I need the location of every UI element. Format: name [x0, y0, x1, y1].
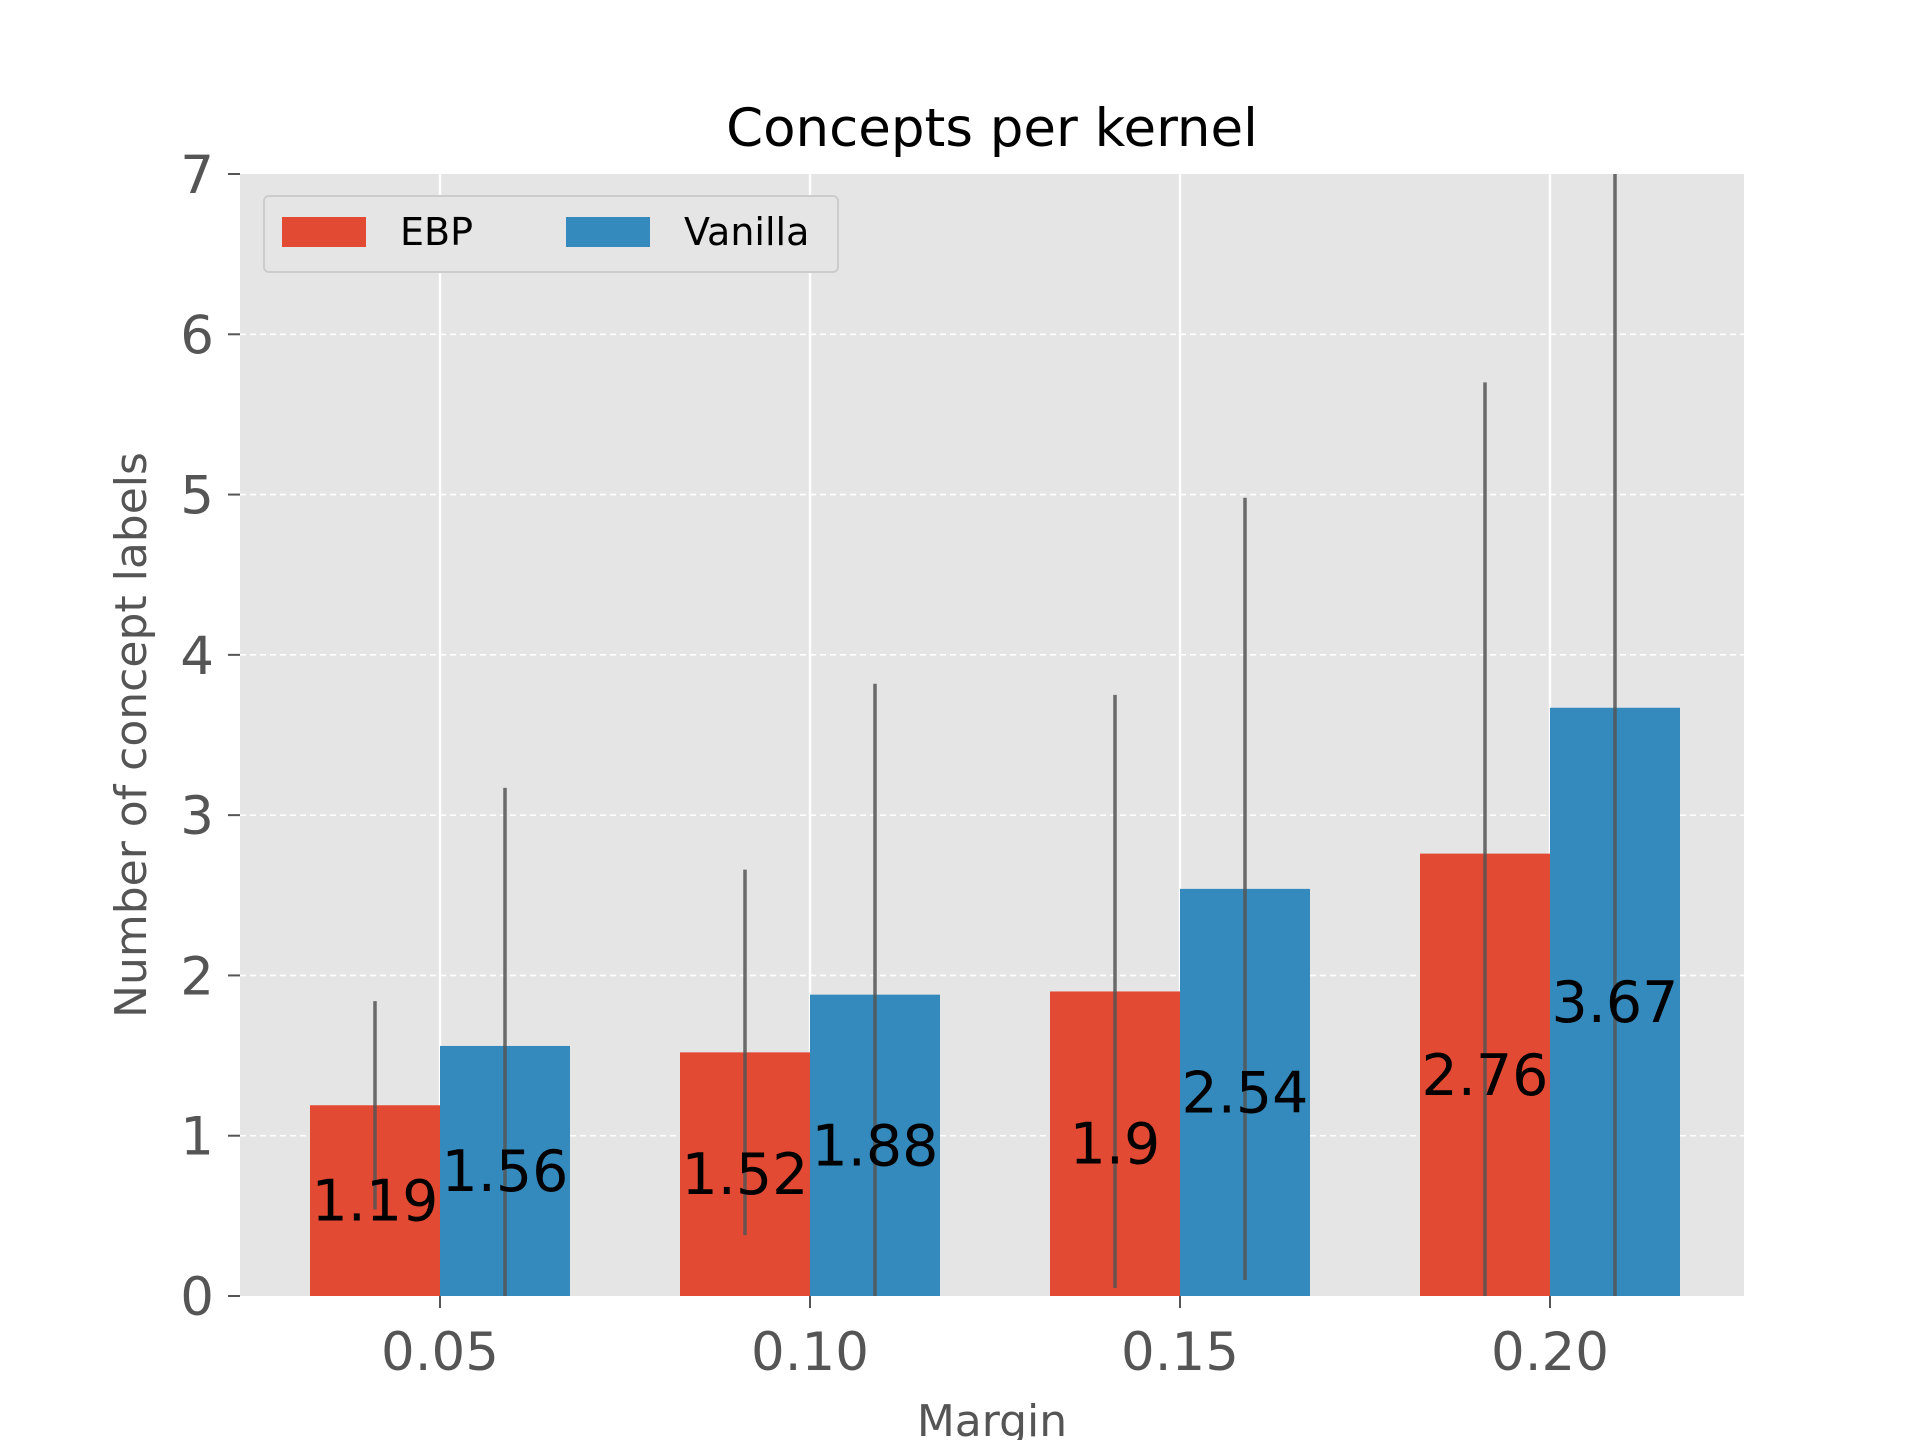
- legend-label-ebp: EBP: [400, 210, 473, 254]
- bar-value-label: 3.67: [1552, 970, 1679, 1036]
- y-tick-label: 2: [180, 946, 214, 1007]
- x-tick-label: 0.15: [1121, 1322, 1239, 1383]
- x-tick-label: 0.10: [751, 1322, 869, 1383]
- legend: EBP Vanilla: [263, 195, 839, 273]
- legend-swatch-vanilla: [566, 217, 650, 247]
- y-tick-label: 3: [180, 786, 214, 847]
- bar-value-label: 1.88: [812, 1113, 939, 1179]
- bar-value-label: 2.54: [1182, 1060, 1309, 1126]
- bar-value-label: 1.52: [682, 1142, 809, 1208]
- x-tick-label: 0.05: [381, 1322, 499, 1383]
- axes: 0 1 2 3 4 5 6 7 0.05 0.10 0.15 0.20: [180, 145, 1609, 1383]
- error-bars: [373, 174, 1617, 1296]
- bar-value-label: 2.76: [1422, 1043, 1549, 1109]
- chart-title: Concepts per kernel: [726, 98, 1258, 159]
- legend-box: [263, 195, 839, 273]
- bar-labels: 1.19 1.52 1.9 2.76 1.56 1.88 2.54 3.67: [312, 970, 1679, 1235]
- y-tick-label: 5: [180, 466, 214, 527]
- bar-value-label: 1.9: [1070, 1112, 1161, 1178]
- legend-swatch-ebp: [282, 217, 366, 247]
- y-tick-label: 4: [180, 626, 214, 687]
- y-axis-label: Number of concept labels: [106, 452, 157, 1018]
- x-axis-label: Margin: [917, 1396, 1067, 1440]
- bar-value-label: 1.19: [312, 1169, 439, 1235]
- legend-label-vanilla: Vanilla: [684, 210, 809, 254]
- x-tick-label: 0.20: [1491, 1322, 1609, 1383]
- bar-value-label: 1.56: [442, 1139, 569, 1205]
- y-tick-label: 6: [180, 305, 214, 366]
- y-tick-label: 0: [180, 1267, 214, 1328]
- y-tick-label: 1: [180, 1107, 214, 1168]
- y-tick-label: 7: [180, 145, 214, 206]
